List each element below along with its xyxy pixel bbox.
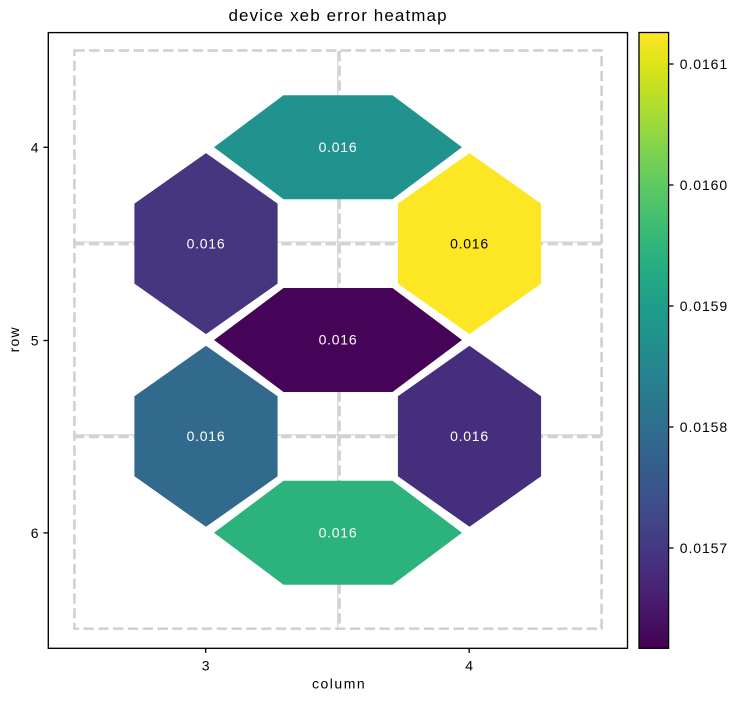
- svg-text:0.0159: 0.0159: [680, 298, 728, 314]
- svg-text:row: row: [6, 326, 22, 352]
- svg-text:0.0157: 0.0157: [680, 540, 728, 556]
- svg-text:0.0158: 0.0158: [680, 419, 728, 435]
- svg-text:6: 6: [31, 525, 39, 541]
- svg-text:0.016: 0.016: [319, 524, 358, 540]
- svg-text:3: 3: [202, 657, 210, 673]
- svg-text:0.016: 0.016: [187, 235, 226, 251]
- svg-text:5: 5: [31, 333, 39, 349]
- svg-text:0.016: 0.016: [319, 332, 358, 348]
- svg-text:column: column: [312, 675, 366, 691]
- svg-text:device xeb error heatmap: device xeb error heatmap: [229, 6, 448, 25]
- svg-text:4: 4: [31, 139, 39, 155]
- svg-text:0.0160: 0.0160: [680, 177, 728, 193]
- svg-text:0.016: 0.016: [319, 139, 358, 155]
- svg-text:0.0161: 0.0161: [680, 56, 728, 72]
- svg-text:0.016: 0.016: [450, 428, 489, 444]
- svg-text:4: 4: [465, 657, 473, 673]
- svg-text:0.016: 0.016: [450, 235, 489, 251]
- svg-text:0.016: 0.016: [187, 428, 226, 444]
